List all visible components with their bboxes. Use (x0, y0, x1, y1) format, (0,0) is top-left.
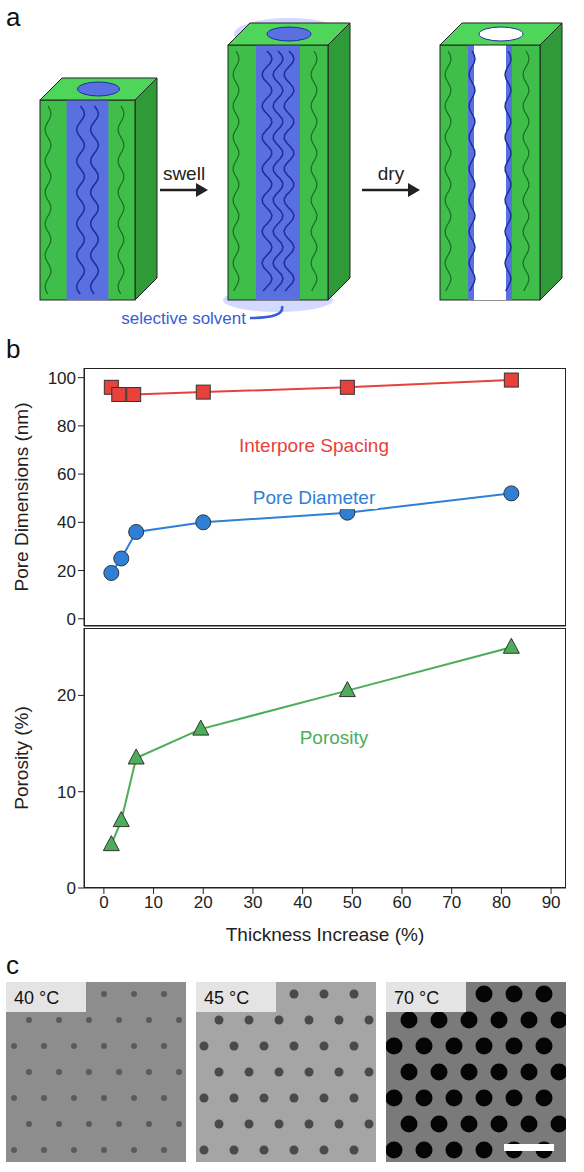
svg-text:Porosity (%): Porosity (%) (11, 706, 32, 809)
svg-text:80: 80 (492, 893, 511, 912)
svg-text:40 °C: 40 °C (14, 988, 59, 1008)
svg-text:70: 70 (442, 893, 461, 912)
html-text:c: c (6, 950, 19, 980)
svg-text:30: 30 (243, 893, 262, 912)
svg-text:0: 0 (67, 610, 76, 628)
svg-text:80: 80 (57, 417, 76, 436)
html-text:Porosity: Porosity (299, 727, 369, 748)
svg-text:0: 0 (67, 879, 76, 898)
svg-text:20: 20 (194, 893, 213, 912)
html-text:b: b (6, 334, 21, 364)
svg-text:swell: swell (163, 163, 205, 184)
svg-text:selective solvent: selective solvent (121, 309, 246, 328)
svg-text:10: 10 (144, 893, 163, 912)
svg-text:70 °C: 70 °C (394, 988, 439, 1008)
svg-text:0: 0 (99, 893, 108, 912)
svg-text:Pore Dimensions (nm): Pore Dimensions (nm) (11, 403, 32, 592)
svg-text:40: 40 (293, 893, 312, 912)
svg-text:45 °C: 45 °C (204, 988, 249, 1008)
svg-text:90: 90 (542, 893, 561, 912)
svg-text:60: 60 (393, 893, 412, 912)
html-text:Pore Diameter: Pore Diameter (252, 487, 376, 508)
svg-text:100: 100 (48, 369, 76, 388)
svg-text:20: 20 (57, 686, 76, 705)
svg-text:10: 10 (57, 783, 76, 802)
svg-text:40: 40 (57, 513, 76, 532)
html-text:Interpore Spacing: Interpore Spacing (239, 435, 389, 456)
svg-text:a: a (6, 2, 21, 32)
svg-text:dry: dry (378, 163, 405, 184)
svg-text:60: 60 (57, 465, 76, 484)
svg-text:50: 50 (343, 893, 362, 912)
svg-text:20: 20 (57, 562, 76, 581)
svg-text:Thickness Increase (%): Thickness Increase (%) (226, 924, 425, 945)
